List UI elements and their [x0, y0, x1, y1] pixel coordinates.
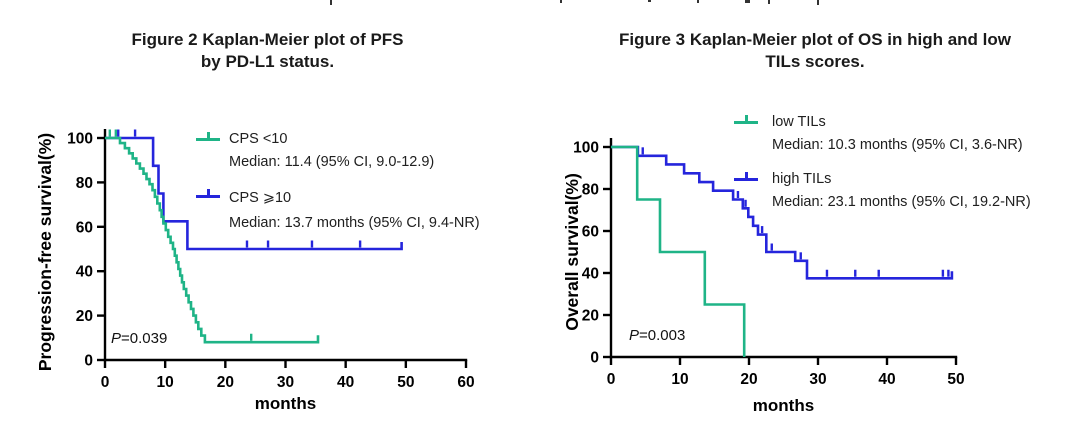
svg-text:0: 0 [607, 371, 616, 388]
figure2-title-line1: Figure 2 Kaplan-Meier plot of PFS [131, 30, 404, 49]
cps-lt10-legend-label: CPS <10 [229, 131, 288, 147]
os-p-value: P=0.003 [629, 327, 685, 344]
svg-text:0: 0 [590, 350, 599, 367]
svg-text:30: 30 [809, 371, 826, 388]
os-km-chart: 0 10 20 30 40 50 0 20 40 60 80 100 [573, 138, 965, 388]
cps-lt10-legend-line-icon [196, 132, 220, 141]
high-tils-legend-line-icon [734, 172, 758, 181]
high-tils-median-label: Median: 23.1 months (95% CI, 19.2-NR) [772, 194, 1031, 210]
cps-ge10-median-label: Median: 13.7 months (95% CI, 9.4-NR) [229, 215, 480, 231]
high-tils-legend-label: high TILs [772, 171, 832, 187]
svg-text:60: 60 [457, 374, 474, 391]
svg-text:40: 40 [337, 374, 354, 391]
svg-text:50: 50 [947, 371, 964, 388]
os-x-axis-label: months [752, 396, 815, 415]
figure3-title: Figure 3 Kaplan-Meier plot of OS in high… [575, 29, 1055, 73]
cps-ge10-legend-label: CPS ⩾10 [229, 190, 292, 206]
svg-text:10: 10 [671, 371, 688, 388]
p-symbol: P [111, 330, 122, 347]
svg-text:40: 40 [582, 266, 599, 283]
cps-ge10-legend-line-icon [196, 189, 220, 198]
pfs-x-axis-label: months [254, 394, 317, 413]
figure3-title-line1: Figure 3 Kaplan-Meier plot of OS in high… [619, 30, 1011, 49]
pfs-km-chart: 0 10 20 30 40 50 60 0 20 40 60 80 100 [67, 129, 475, 391]
low-tils-legend-label: low TILs [772, 114, 826, 130]
pfs-p-value: P=0.039 [111, 330, 167, 347]
svg-text:40: 40 [76, 264, 93, 281]
svg-text:80: 80 [76, 175, 93, 192]
cps-lt10-median-label: Median: 11.4 (95% CI, 9.0-12.9) [229, 154, 435, 170]
svg-text:0: 0 [84, 353, 93, 370]
svg-text:20: 20 [217, 374, 234, 391]
p-symbol: P [629, 327, 640, 344]
svg-text:20: 20 [76, 308, 93, 325]
svg-text:20: 20 [740, 371, 757, 388]
figure3-title-line2: TILs scores. [765, 52, 865, 71]
svg-text:80: 80 [582, 182, 599, 199]
figure2-title: Figure 2 Kaplan-Meier plot of PFS by PD-… [60, 29, 475, 73]
low-tils-legend-line-icon [734, 115, 758, 124]
svg-text:100: 100 [573, 140, 599, 157]
svg-text:60: 60 [582, 224, 599, 241]
figure2-title-line2: by PD-L1 status. [200, 52, 335, 71]
svg-text:100: 100 [67, 131, 93, 148]
svg-text:20: 20 [582, 308, 599, 325]
svg-text:40: 40 [878, 371, 895, 388]
svg-text:60: 60 [76, 219, 93, 236]
svg-text:0: 0 [101, 374, 110, 391]
p-value-text: =0.039 [121, 330, 168, 347]
svg-text:50: 50 [397, 374, 414, 391]
p-value-text: =0.003 [639, 327, 686, 344]
low-tils-median-label: Median: 10.3 months (95% CI, 3.6-NR) [772, 137, 1023, 153]
svg-text:10: 10 [157, 374, 174, 391]
svg-text:30: 30 [277, 374, 294, 391]
